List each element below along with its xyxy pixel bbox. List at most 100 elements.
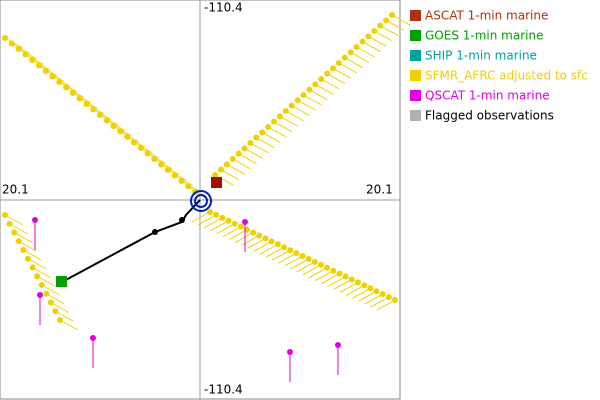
wind-barb (210, 220, 229, 232)
sfmr-point (324, 70, 331, 77)
wind-barb (284, 255, 303, 267)
wind-barb (385, 19, 405, 31)
sfmr-point (6, 220, 13, 227)
wind-barb (9, 223, 28, 235)
wind-barb (234, 232, 254, 243)
wind-barb (344, 57, 364, 69)
wind-barb (238, 153, 257, 165)
wind-barb (4, 214, 24, 226)
sfmr-point (293, 250, 300, 257)
wind-barb (338, 62, 358, 74)
wind-barb (41, 284, 60, 296)
sfmr-point (312, 81, 319, 88)
sfmr-point (377, 22, 384, 29)
wind-barb (18, 240, 37, 252)
wind-barb (352, 287, 371, 299)
sfmr-point (20, 247, 27, 253)
wind-barb (345, 284, 365, 296)
sfmr-point (207, 209, 213, 215)
sfmr-point (361, 282, 368, 289)
sfmr-point (294, 97, 301, 104)
sfmr-point (305, 255, 312, 262)
sfmr-point (300, 92, 307, 98)
legend-swatch (410, 10, 421, 21)
wind-barb (244, 147, 263, 159)
wind-barb (265, 246, 285, 258)
wind-barb (308, 267, 328, 279)
sfmr-point (185, 183, 192, 190)
wind-barb (27, 258, 47, 270)
right-label: 20.1 (366, 183, 393, 197)
legend-label: SFMR_AFRC adjusted to sfc (425, 69, 588, 83)
sfmr-point (56, 79, 63, 85)
sfmr-point (353, 44, 360, 50)
wind-barb (259, 243, 279, 255)
wind-barb (291, 105, 310, 117)
legend-label: SHIP 1-min marine (425, 49, 537, 63)
legend-label: ASCAT 1-min marine (425, 9, 548, 23)
sfmr-point (281, 244, 287, 251)
sfmr-point (90, 106, 97, 113)
bottom-label: -110.4 (204, 383, 243, 397)
wind-barb (220, 169, 240, 181)
wind-barb (271, 249, 291, 261)
sfmr-point (271, 118, 277, 125)
ascat-marker (211, 177, 222, 188)
wind-barb (332, 67, 352, 79)
sfmr-point (237, 223, 244, 230)
wind-barb (279, 115, 299, 127)
sfmr-point (359, 38, 366, 45)
wind-barb (327, 276, 346, 287)
wind-barb (333, 279, 353, 290)
wind-barb (222, 226, 242, 238)
wind-barb (350, 51, 369, 63)
sfmr-point (379, 291, 386, 298)
sfmr-point (336, 270, 343, 277)
sfmr-point (151, 156, 158, 162)
top-label: -110.4 (204, 1, 243, 15)
sfmr-point (38, 282, 45, 288)
sfmr-point (299, 253, 306, 259)
sfmr-point (276, 113, 283, 120)
wind-barb (247, 237, 266, 249)
sfmr-point (311, 258, 318, 265)
sfmr-point (49, 73, 56, 80)
wind-barb (204, 217, 223, 229)
sfmr-point (373, 288, 380, 295)
legend-swatch (410, 30, 421, 41)
sfmr-point (217, 166, 224, 173)
wind-barb (13, 232, 33, 243)
sfmr-point (348, 276, 355, 283)
sfmr-point (117, 128, 124, 135)
sfmr-point (268, 238, 275, 245)
sfmr-point (110, 123, 117, 129)
observations (2, 12, 411, 382)
sfmr-point (35, 62, 42, 69)
sfmr-point (178, 178, 185, 184)
left-label: 20.1 (2, 183, 29, 197)
legend-label: QSCAT 1-min marine (425, 89, 550, 103)
sfmr-point (144, 150, 151, 157)
sfmr-point (229, 156, 236, 162)
wind-barb (321, 273, 340, 285)
track-point (179, 217, 185, 223)
sfmr-point (274, 241, 281, 248)
wind-barb (241, 235, 260, 246)
wind-barb (370, 296, 390, 308)
wind-barb (376, 299, 396, 311)
sfmr-point (235, 150, 242, 157)
sfmr-point (164, 167, 171, 173)
legend-label: Flagged observations (425, 109, 554, 123)
sfmr-point (24, 255, 31, 262)
wind-barb (391, 14, 411, 26)
legend: ASCAT 1-min marine GOES 1-min marine SHIP … (410, 9, 588, 123)
qscat-point (37, 292, 43, 298)
sfmr-point (318, 261, 324, 268)
sfmr-point (83, 101, 90, 107)
sfmr-point (324, 264, 331, 271)
wind-barb (315, 270, 334, 282)
sfmr-point (130, 139, 137, 146)
sfmr-point (97, 112, 103, 118)
wind-barb (46, 293, 65, 305)
